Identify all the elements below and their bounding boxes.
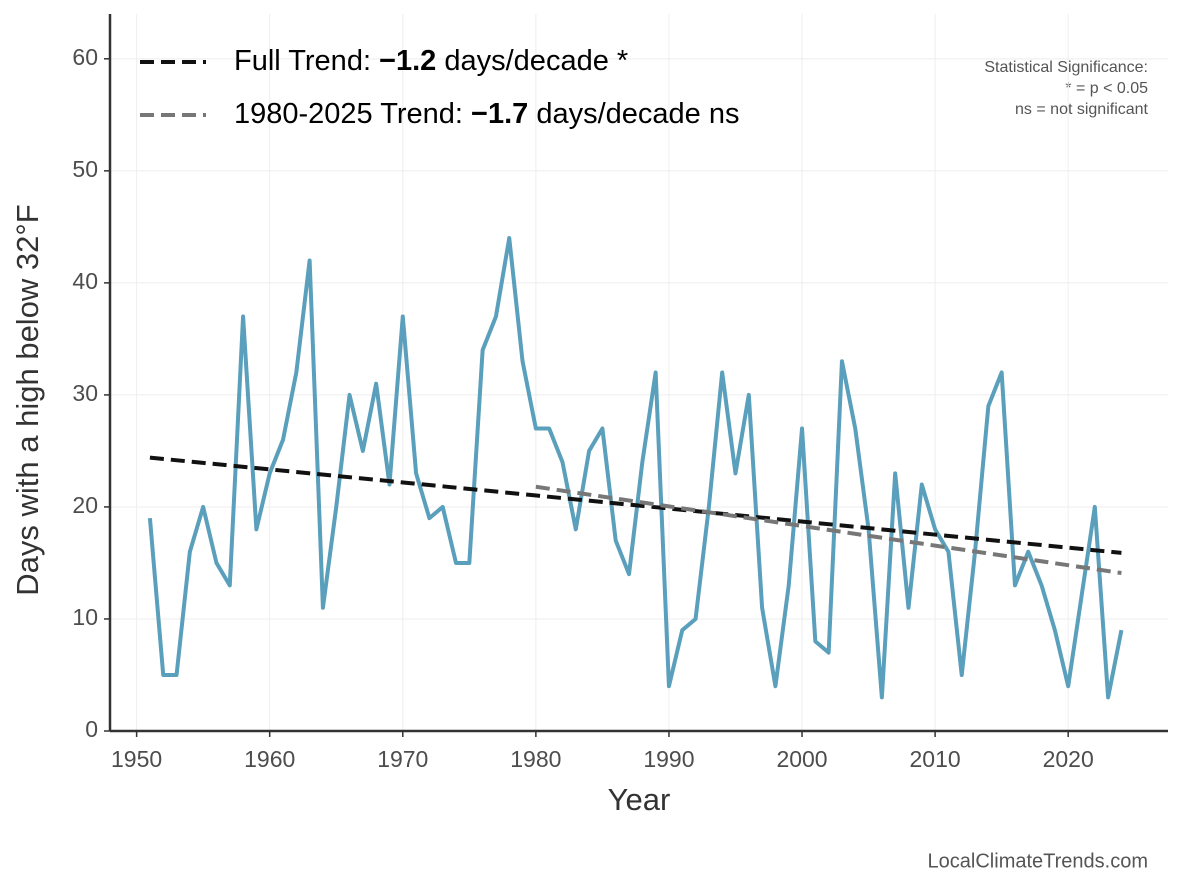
x-tick-label: 2010 [910,746,961,772]
x-tick-label: 2020 [1043,746,1094,772]
trend-line [149,455,1122,555]
legend-label-part: −1.7 [471,98,528,130]
legend-label-part: days/decade ns [528,98,739,130]
x-tick-label: 1950 [111,746,162,772]
x-tick-label: 1970 [377,746,428,772]
y-tick-label: 40 [72,268,98,294]
legend-label-part: Full Trend: [234,45,379,77]
source: LocalClimateTrends.com [928,850,1148,872]
y-tick-label: 30 [72,380,98,406]
legend-label: 1980-2025 Trend: −1.7 days/decade ns [234,98,739,130]
x-tick-label: 1980 [510,746,561,772]
y-tick-label: 20 [72,492,98,518]
x-axis-title: Year [608,782,671,817]
y-tick-label: 0 [85,716,98,742]
trend-line [535,484,1122,576]
significance-note: * = p < 0.05 [1065,80,1148,97]
x-tick-label: 2000 [776,746,827,772]
legend-label-part: −1.2 [379,45,436,77]
y-axis-title: Days with a high below 32°F [10,204,45,595]
x-tick-label: 1960 [244,746,295,772]
y-tick-label: 60 [72,44,98,70]
significance-note: Statistical Significance: [984,59,1148,76]
x-tick-label: 1990 [643,746,694,772]
data-line [147,236,1124,700]
legend-label-part: days/decade * [436,45,628,77]
significance-note: ns = not significant [1015,101,1149,118]
y-tick-label: 50 [72,156,98,182]
legend-label-part: 1980-2025 Trend: [234,98,471,130]
y-tick-label: 10 [72,604,98,630]
legend-label: Full Trend: −1.2 days/decade * [234,45,628,77]
